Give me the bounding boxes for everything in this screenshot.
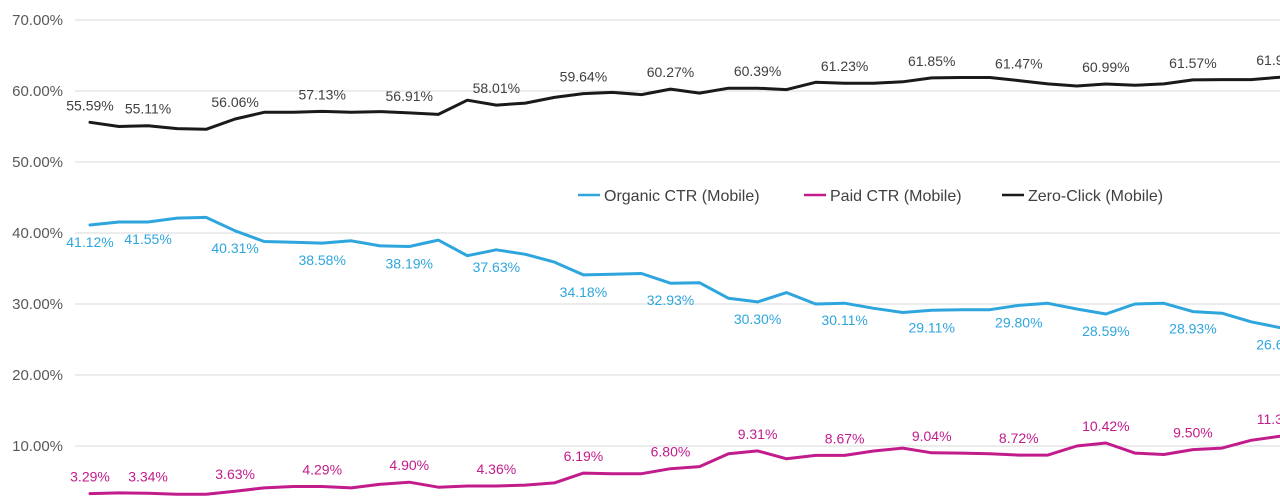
data-label: 38.58% (298, 252, 345, 268)
data-label: 9.31% (738, 426, 778, 442)
data-label: 6.80% (651, 444, 691, 460)
data-label: 60.99% (1082, 59, 1129, 75)
data-label: 8.72% (999, 430, 1039, 446)
data-labels: 41.12% 41.55% 40.31% 38.58% 38.19% 37.63% 34.1… (66, 52, 1280, 484)
data-label: 61.94% (1256, 52, 1280, 68)
data-label: 59.64% (560, 69, 607, 85)
data-label: 29.11% (908, 319, 954, 335)
y-tick-label: 20.00% (12, 367, 63, 384)
data-label: 9.04% (912, 428, 952, 444)
legend-label-organic: Organic CTR (Mobile) (604, 188, 760, 205)
data-label: 30.11% (821, 312, 867, 328)
series-line-paid-ctr-mobile (88, 434, 1280, 496)
legend-label-paid: Paid CTR (Mobile) (830, 188, 962, 205)
series-line-organic-ctr-mobile (88, 215, 1280, 330)
data-label: 61.85% (908, 53, 955, 69)
data-label: 41.12% (66, 234, 113, 250)
data-label: 61.47% (995, 56, 1042, 72)
y-tick-label: 70.00% (12, 12, 63, 29)
data-label: 55.59% (66, 97, 113, 113)
legend: Organic CTR (Mobile) Paid CTR (Mobile) Z… (578, 188, 1163, 205)
data-label: 28.59% (1082, 323, 1129, 339)
data-label: 56.91% (386, 88, 433, 104)
data-label: 4.90% (389, 457, 429, 473)
y-tick-label: 60.00% (12, 83, 63, 100)
data-label: 8.67% (825, 430, 865, 446)
y-axis-ticks: 10.00% 20.00% 30.00% 40.00% 50.00% 60.00% 70.0… (12, 12, 63, 455)
data-label: 61.23% (821, 58, 868, 74)
data-label: 60.39% (734, 63, 781, 79)
data-label: 57.13% (298, 86, 345, 102)
data-label: 6.19% (564, 448, 604, 464)
data-label: 3.63% (215, 466, 255, 482)
data-label: 9.50% (1173, 425, 1213, 441)
series-lines (88, 75, 1280, 496)
data-label: 4.36% (476, 461, 516, 477)
data-label: 28.93% (1169, 321, 1216, 337)
data-label: 34.18% (560, 284, 607, 300)
data-label: 30.30% (734, 311, 781, 327)
data-label: 37.63% (473, 259, 520, 275)
data-label: 56.06% (211, 94, 258, 110)
data-label: 32.93% (647, 292, 694, 308)
y-tick-label: 40.00% (12, 225, 63, 242)
data-label: 55.11% (125, 101, 171, 117)
series-line-zero-click-mobile (88, 75, 1280, 131)
data-label: 3.34% (128, 468, 168, 484)
y-tick-label: 10.00% (12, 438, 63, 455)
data-label: 10.42% (1082, 418, 1129, 434)
data-label: 3.29% (70, 469, 110, 485)
data-label: 11.38% (1257, 411, 1280, 427)
data-label: 58.01% (473, 80, 520, 96)
y-tick-label: 30.00% (12, 296, 63, 313)
data-label: 4.29% (302, 462, 342, 478)
legend-label-zero-click: Zero-Click (Mobile) (1028, 188, 1163, 205)
data-label: 29.80% (995, 314, 1042, 330)
y-tick-label: 50.00% (12, 154, 63, 171)
data-label: 38.19% (386, 255, 433, 271)
data-label: 60.27% (647, 64, 694, 80)
data-label: 41.55% (124, 231, 171, 247)
data-label: 61.57% (1169, 55, 1216, 71)
data-label: 26.68% (1256, 337, 1280, 353)
data-label: 40.31% (211, 240, 258, 256)
